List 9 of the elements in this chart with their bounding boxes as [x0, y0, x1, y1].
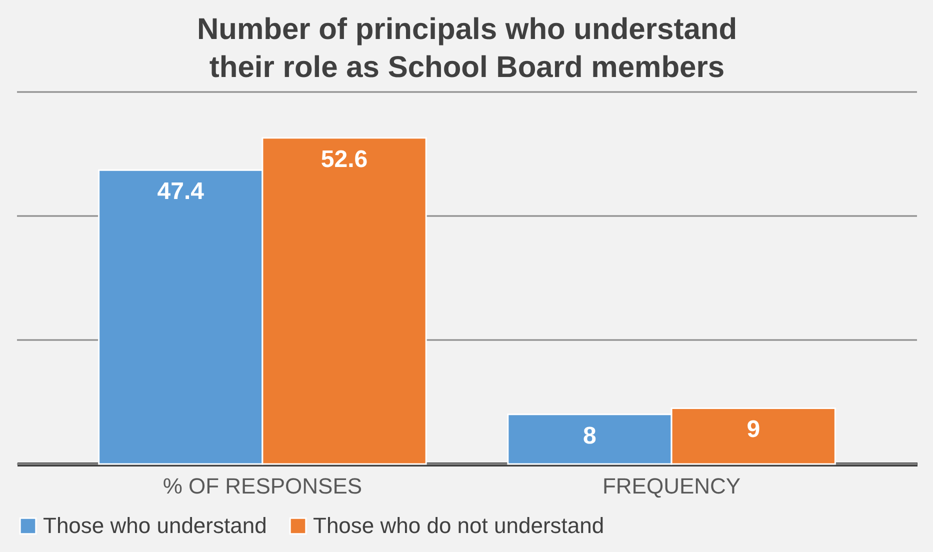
x-tick-label: FREQUENCY [602, 474, 741, 498]
legend-label: Those who understand [43, 513, 267, 538]
chart-title: Number of principals who understand their role as School Board members [196, 13, 738, 84]
data-label: 47.4 [157, 178, 205, 206]
legend-label: Those who do not understand [313, 513, 604, 538]
data-label: 9 [746, 416, 760, 444]
x-tick-label: % OF RESPONSES [162, 474, 362, 498]
data-label: 8 [583, 422, 596, 450]
data-label: 52.6 [320, 146, 368, 173]
